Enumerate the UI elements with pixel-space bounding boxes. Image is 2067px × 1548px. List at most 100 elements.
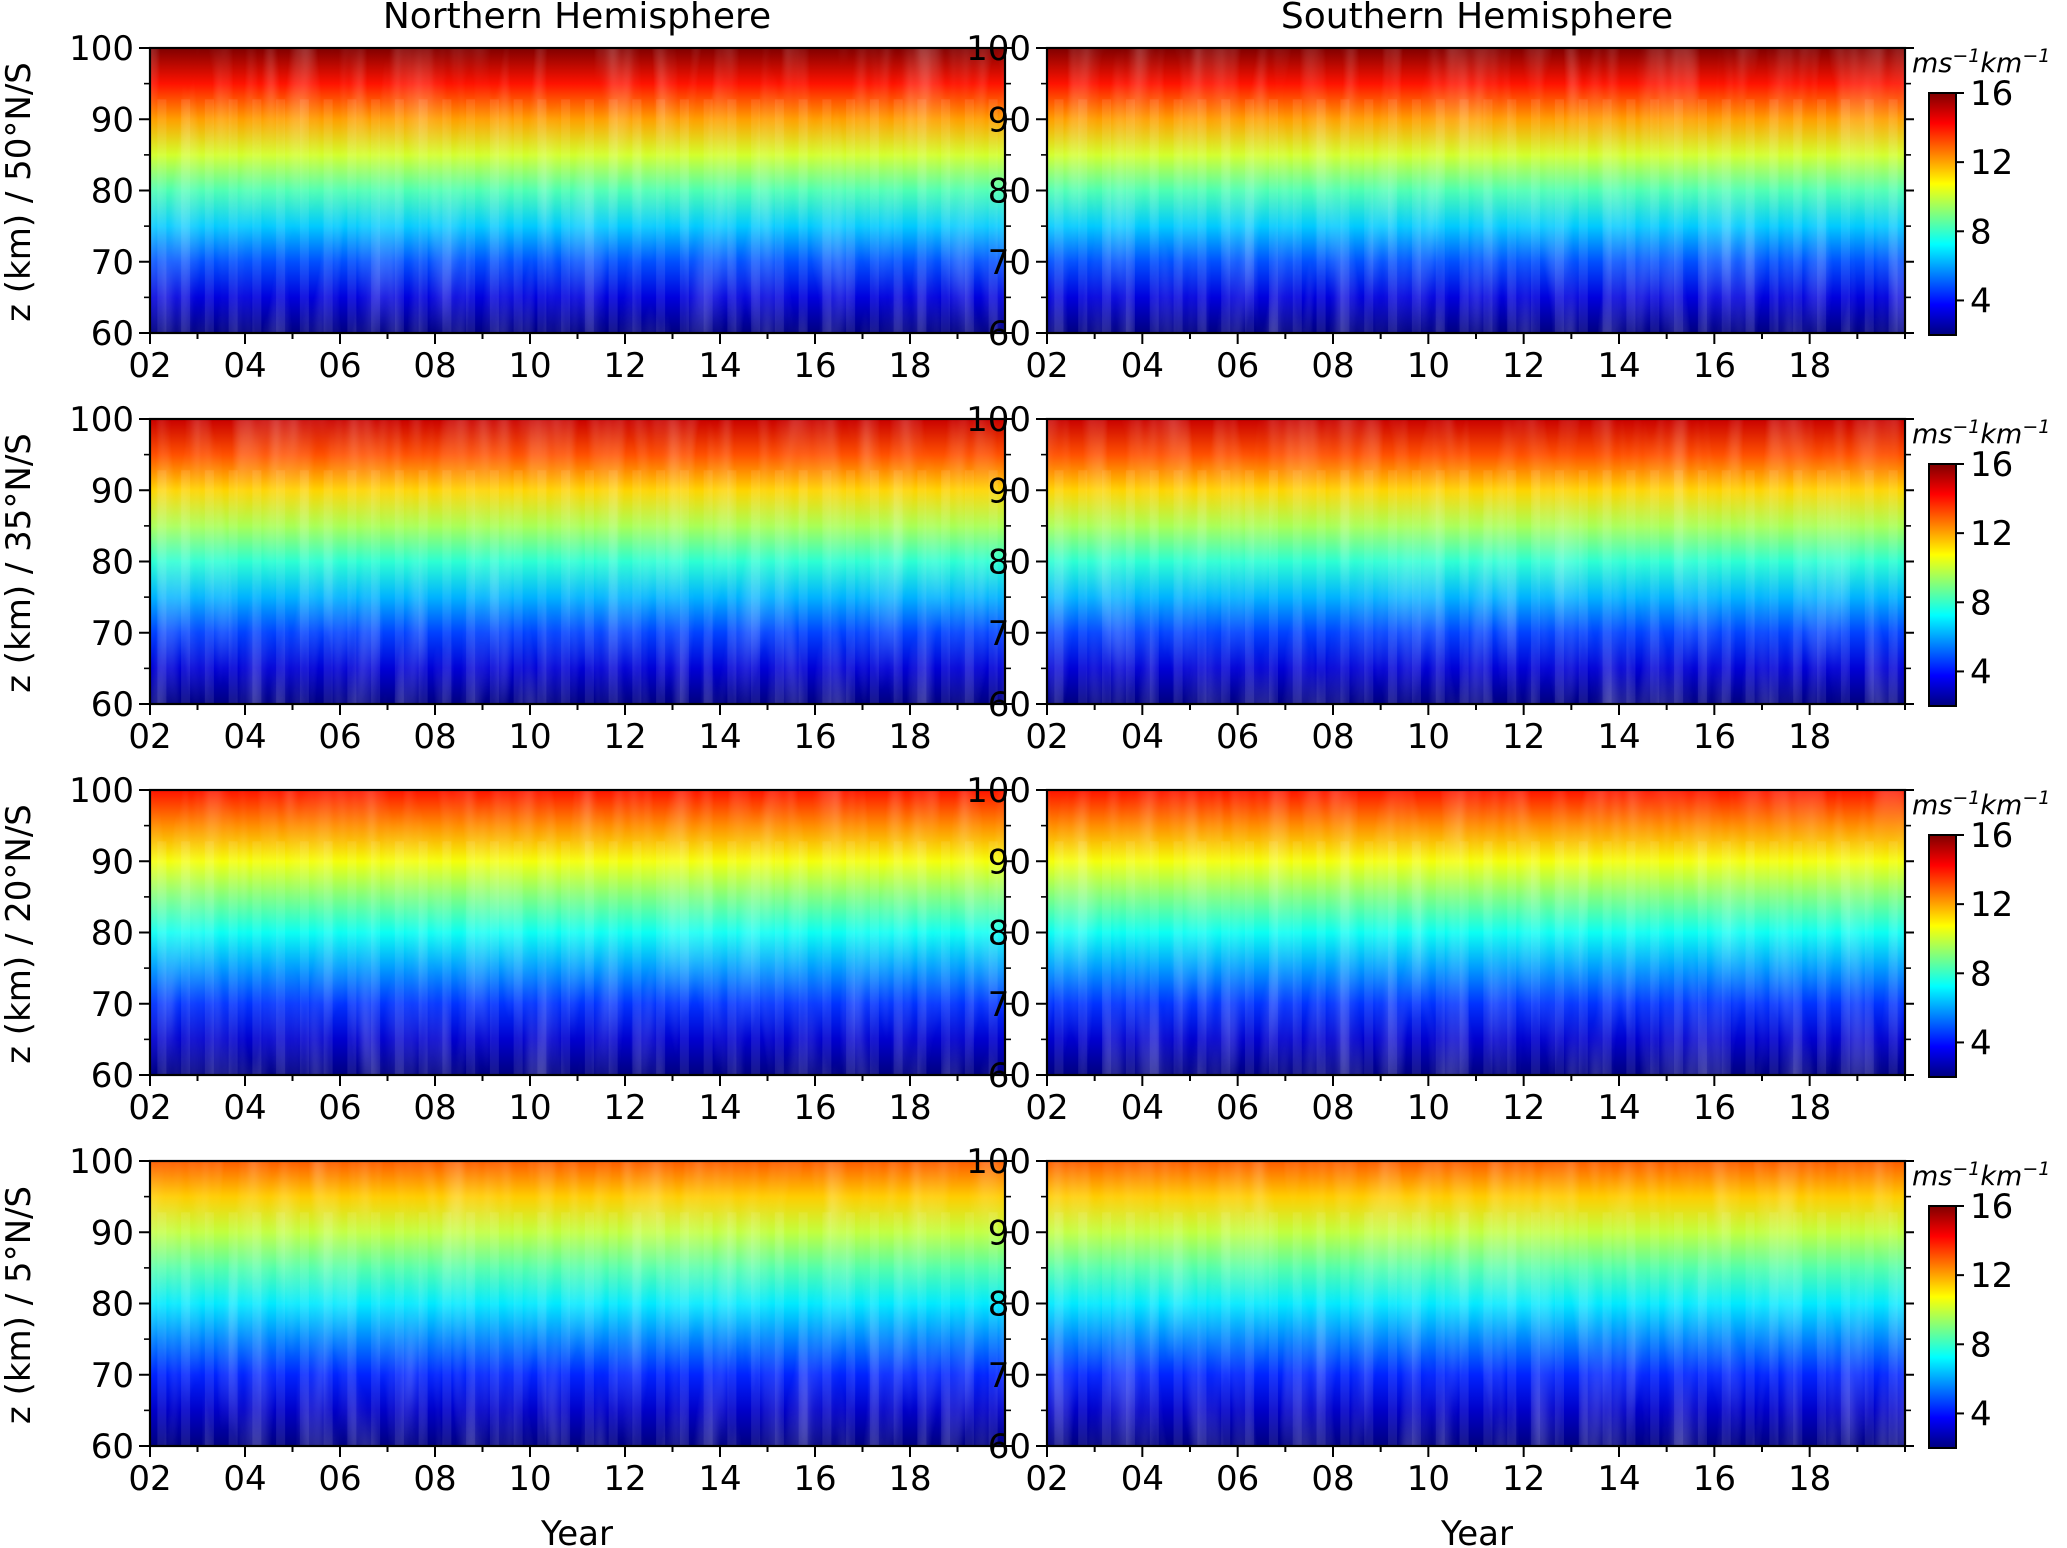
colorbar-tick-label: 8 bbox=[1970, 212, 1992, 252]
heatmap-panel: 02 04 06 08 10 12 14 16 18 60 70 80 90 100 bbox=[966, 29, 1914, 386]
colorbar-tick-label: 12 bbox=[1970, 1256, 2013, 1296]
x-tick-label: 10 bbox=[1407, 346, 1450, 386]
x-tick-label: 12 bbox=[1502, 717, 1545, 757]
y-axis-label-row-2: z (km) / 35°N/S bbox=[0, 433, 39, 693]
x-tick-label: 16 bbox=[793, 1459, 836, 1499]
y-tick-label: 80 bbox=[91, 172, 134, 212]
colorbar-tick-label: 12 bbox=[1970, 514, 2013, 554]
x-tick-label: 12 bbox=[603, 717, 646, 757]
x-tick-label: 14 bbox=[1597, 1088, 1640, 1128]
colorbar-unit-label: ms−1km−1 bbox=[1912, 1158, 2050, 1192]
colorbar-unit-label: ms−1km−1 bbox=[1912, 45, 2050, 79]
y-tick-label: 90 bbox=[91, 1213, 134, 1253]
x-tick-label: 04 bbox=[223, 1459, 266, 1499]
x-tick-label: 18 bbox=[1788, 1088, 1831, 1128]
colorbar-tick-label: 4 bbox=[1970, 1394, 1992, 1434]
y-tick-label: 80 bbox=[988, 1285, 1031, 1325]
y-tick-label: 70 bbox=[91, 243, 134, 283]
x-tick-label: 04 bbox=[1121, 1088, 1164, 1128]
x-tick-label: 10 bbox=[1407, 1459, 1450, 1499]
heatmap-texture bbox=[150, 48, 1005, 333]
x-tick-label: 16 bbox=[1693, 1459, 1736, 1499]
x-tick-label: 06 bbox=[1216, 346, 1259, 386]
y-tick-label: 70 bbox=[988, 985, 1031, 1025]
x-tick-label: 16 bbox=[793, 717, 836, 757]
heatmap-texture bbox=[150, 790, 1005, 1075]
x-tick-label: 08 bbox=[413, 717, 456, 757]
x-tick-label: 12 bbox=[603, 1459, 646, 1499]
y-tick-label: 60 bbox=[988, 1056, 1031, 1096]
x-tick-label: 02 bbox=[1025, 1088, 1068, 1128]
heatmap-texture bbox=[1047, 48, 1905, 333]
y-tick-label: 90 bbox=[988, 842, 1031, 882]
colorbars: 481216ms−1km−1481216ms−1km−1481216ms−1km… bbox=[1912, 45, 2050, 1449]
heatmap-texture bbox=[150, 419, 1005, 704]
x-tick-label: 06 bbox=[318, 1459, 361, 1499]
x-tick-label: 18 bbox=[1788, 1459, 1831, 1499]
x-tick-label: 06 bbox=[318, 717, 361, 757]
y-tick-label: 70 bbox=[91, 1356, 134, 1396]
y-tick-label: 80 bbox=[91, 1285, 134, 1325]
x-tick-label: 14 bbox=[698, 1459, 741, 1499]
y-tick-label: 60 bbox=[988, 1427, 1031, 1467]
x-tick-label: 10 bbox=[508, 1088, 551, 1128]
x-tick-label: 12 bbox=[1502, 1459, 1545, 1499]
x-tick-label: 12 bbox=[603, 1088, 646, 1128]
colorbar-tick-label: 16 bbox=[1970, 1187, 2013, 1227]
x-tick-label: 06 bbox=[1216, 1088, 1259, 1128]
x-tick-label: 18 bbox=[1788, 717, 1831, 757]
x-tick-label: 02 bbox=[1025, 717, 1068, 757]
x-tick-label: 10 bbox=[508, 1459, 551, 1499]
x-tick-label: 08 bbox=[1311, 346, 1354, 386]
x-tick-label: 18 bbox=[888, 717, 931, 757]
y-tick-label: 100 bbox=[966, 400, 1031, 440]
colorbar-tick-label: 8 bbox=[1970, 583, 1992, 623]
colorbar-unit-label: ms−1km−1 bbox=[1912, 787, 2050, 821]
x-axis-label-southern: Year bbox=[1440, 1514, 1513, 1548]
x-tick-label: 08 bbox=[1311, 1459, 1354, 1499]
x-axis-label-northern: Year bbox=[540, 1514, 613, 1548]
colorbar-gradient bbox=[1928, 834, 1957, 1078]
y-tick-label: 100 bbox=[69, 1142, 134, 1182]
x-tick-label: 18 bbox=[888, 1088, 931, 1128]
colorbar-tick-label: 16 bbox=[1970, 816, 2013, 856]
y-tick-label: 100 bbox=[966, 29, 1031, 69]
heatmap-panel: 02 04 06 08 10 12 14 16 18 60 70 80 90 100 bbox=[966, 400, 1914, 757]
colorbar-tick-label: 16 bbox=[1970, 74, 2013, 114]
y-tick-label: 100 bbox=[69, 29, 134, 69]
heatmap-texture bbox=[150, 1161, 1005, 1446]
y-tick-label: 70 bbox=[91, 614, 134, 654]
x-tick-label: 08 bbox=[413, 1459, 456, 1499]
x-tick-label: 08 bbox=[413, 346, 456, 386]
colorbar-unit-label: ms−1km−1 bbox=[1912, 416, 2050, 450]
heatmap-panel: 02 04 06 08 10 12 14 16 18 60 70 80 90 100 bbox=[69, 29, 1014, 386]
x-tick-label: 04 bbox=[1121, 717, 1164, 757]
y-tick-label: 70 bbox=[91, 985, 134, 1025]
heatmap-panel: 02 04 06 08 10 12 14 16 18 60 70 80 90 100 bbox=[966, 771, 1914, 1128]
x-tick-label: 02 bbox=[1025, 346, 1068, 386]
y-tick-label: 80 bbox=[988, 172, 1031, 212]
y-axis-label-row-1: z (km) / 50°N/S bbox=[0, 62, 39, 322]
x-tick-label: 10 bbox=[1407, 717, 1450, 757]
y-tick-label: 90 bbox=[988, 471, 1031, 511]
y-tick-label: 100 bbox=[966, 771, 1031, 811]
x-tick-label: 16 bbox=[1693, 717, 1736, 757]
y-tick-label: 70 bbox=[988, 243, 1031, 283]
colorbar-gradient bbox=[1928, 463, 1957, 707]
y-tick-label: 80 bbox=[91, 914, 134, 954]
heatmap-panel: 02 04 06 08 10 12 14 16 18 60 70 80 90 100 bbox=[69, 771, 1014, 1128]
y-tick-label: 80 bbox=[988, 914, 1031, 954]
y-tick-label: 60 bbox=[91, 1427, 134, 1467]
heatmap-texture bbox=[1047, 1161, 1905, 1446]
x-tick-label: 08 bbox=[1311, 1088, 1354, 1128]
x-tick-label: 16 bbox=[1693, 346, 1736, 386]
x-tick-label: 14 bbox=[1597, 1459, 1640, 1499]
x-tick-label: 06 bbox=[318, 346, 361, 386]
heatmap-panel: 02 04 06 08 10 12 14 16 18 60 70 80 90 100 bbox=[966, 1142, 1914, 1499]
x-tick-label: 12 bbox=[1502, 1088, 1545, 1128]
x-tick-label: 14 bbox=[1597, 717, 1640, 757]
colorbar-tick-label: 4 bbox=[1970, 652, 1992, 692]
x-tick-label: 04 bbox=[223, 1088, 266, 1128]
